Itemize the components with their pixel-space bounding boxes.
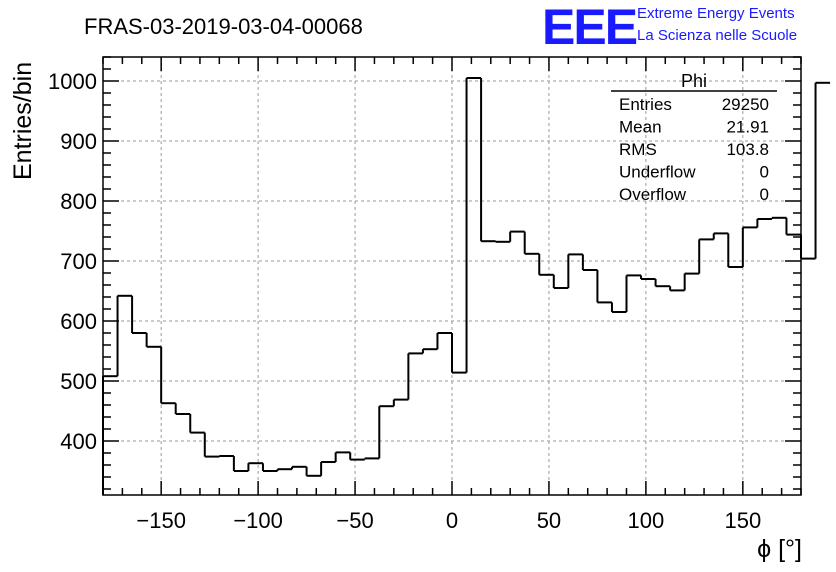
logo-line-1: Extreme Energy Events [637, 5, 795, 22]
y-tick-label: 900 [60, 129, 97, 154]
x-tick-label: 100 [628, 508, 665, 533]
stats-row-value: 0 [760, 163, 769, 182]
stats-row-label: Entries [619, 95, 672, 114]
axis-ticks [102, 56, 802, 495]
stats-row-label: Mean [619, 118, 662, 137]
y-tick-label: 400 [60, 429, 97, 454]
chart-title: FRAS-03-2019-03-04-00068 [84, 14, 363, 39]
stats-row-value: 103.8 [726, 140, 769, 159]
y-tick-label: 1000 [48, 69, 97, 94]
eee-logo: EEE Extreme Energy Events La Scienza nel… [542, 0, 797, 55]
x-tick-label: 0 [446, 508, 458, 533]
x-tick-labels: −150 −100 −50 0 50 100 150 [136, 508, 761, 533]
y-axis-title: Entries/bin [9, 62, 37, 180]
y-tick-label: 600 [60, 309, 97, 334]
y-tick-label: 800 [60, 189, 97, 214]
stats-box: Phi Entries 29250 Mean 21.91 RMS 103.8 Underfl… [611, 71, 777, 204]
y-tick-label: 500 [60, 369, 97, 394]
stats-row-label: Overflow [619, 185, 687, 204]
stats-row-value: 21.91 [726, 118, 769, 137]
y-tick-label: 700 [60, 249, 97, 274]
x-axis-title: ϕ [°] [757, 535, 802, 563]
stats-rows: Entries 29250 Mean 21.91 RMS 103.8 Underflow 0 O… [619, 95, 769, 204]
logo-line-2: La Scienza nelle Scuole [637, 27, 797, 44]
x-tick-label: 50 [537, 508, 561, 533]
stats-row-label: RMS [619, 140, 657, 159]
x-tick-label: −50 [336, 508, 373, 533]
stats-row-value: 0 [760, 185, 769, 204]
histogram-series [102, 77, 831, 495]
x-tick-label: −100 [233, 508, 283, 533]
y-tick-labels: 400 500 600 700 800 900 1000 [48, 69, 97, 454]
logo-mark: EEE [542, 0, 637, 55]
stats-name: Phi [681, 71, 707, 91]
grid-lines [103, 57, 801, 495]
stats-row-value: 29250 [722, 95, 769, 114]
x-tick-label: 150 [724, 508, 761, 533]
x-tick-label: −150 [136, 508, 186, 533]
stats-row-label: Underflow [619, 163, 696, 182]
